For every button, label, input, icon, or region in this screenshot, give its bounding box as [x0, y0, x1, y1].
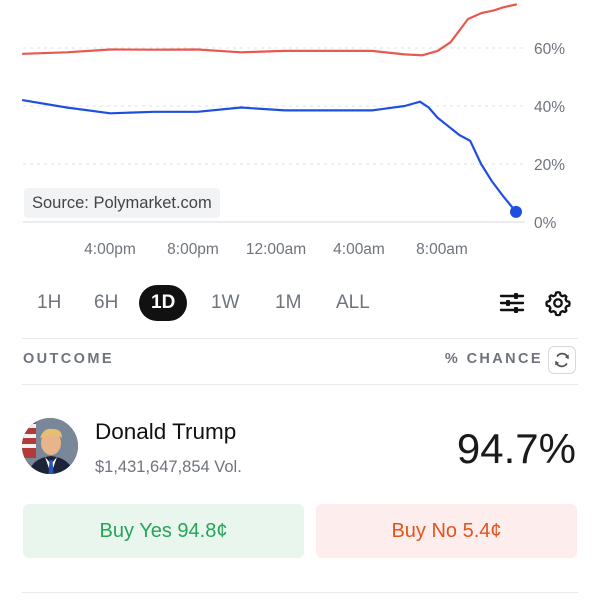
x-tick-label: 8:00pm: [167, 241, 219, 258]
y-tick-label: 0%: [534, 215, 557, 232]
candidate-name[interactable]: Donald Trump: [95, 419, 237, 444]
range-1h-button[interactable]: 1H: [25, 285, 73, 321]
x-tick-label: 4:00pm: [84, 241, 136, 258]
sliders-icon[interactable]: [498, 289, 526, 317]
price-chart-svg: 60% 40% 20% 0% 4:00pm 8:00pm 12:00am 4:00am 8:00…: [21, 3, 565, 258]
candidate-chance: 94.7%: [456, 425, 576, 472]
range-1w-button[interactable]: 1W: [199, 285, 252, 321]
y-tick-label: 20%: [534, 157, 565, 174]
outcome-column-label: OUTCOME: [23, 351, 114, 367]
range-1m-button[interactable]: 1M: [263, 285, 313, 321]
buy-yes-button[interactable]: Buy Yes 94.8¢: [23, 504, 304, 558]
source-label: Source: Polymarket.com: [24, 188, 220, 218]
divider-header: [22, 384, 578, 385]
gear-icon[interactable]: [544, 289, 572, 317]
y-tick-label: 60%: [534, 41, 565, 58]
x-tick-label: 12:00am: [246, 241, 306, 258]
candidate-volume: $1,431,647,854 Vol.: [95, 458, 242, 476]
y-tick-label: 40%: [534, 99, 565, 116]
divider-top: [22, 338, 578, 339]
refresh-button[interactable]: [548, 346, 576, 374]
series-line-blue: [21, 99, 518, 213]
range-6h-button[interactable]: 6H: [82, 285, 130, 321]
time-range-selector: 1H 6H 1D 1W 1M ALL: [22, 282, 578, 324]
range-1d-button[interactable]: 1D: [139, 285, 188, 321]
price-chart[interactable]: 60% 40% 20% 0% 4:00pm 8:00pm 12:00am 4:00am 8:00…: [0, 0, 600, 270]
refresh-icon: [555, 352, 569, 368]
series-end-point: [510, 205, 522, 218]
divider-bottom: [22, 592, 578, 593]
x-tick-label: 4:00am: [333, 241, 385, 258]
series-line-red: [21, 3, 518, 57]
candidate-avatar: [22, 418, 78, 474]
chance-column-label: % CHANCE: [444, 351, 543, 367]
x-tick-label: 8:00am: [416, 241, 468, 258]
range-all-button[interactable]: ALL: [324, 285, 382, 321]
candidate-photo: [22, 418, 78, 474]
buy-no-button[interactable]: Buy No 5.4¢: [316, 504, 577, 558]
